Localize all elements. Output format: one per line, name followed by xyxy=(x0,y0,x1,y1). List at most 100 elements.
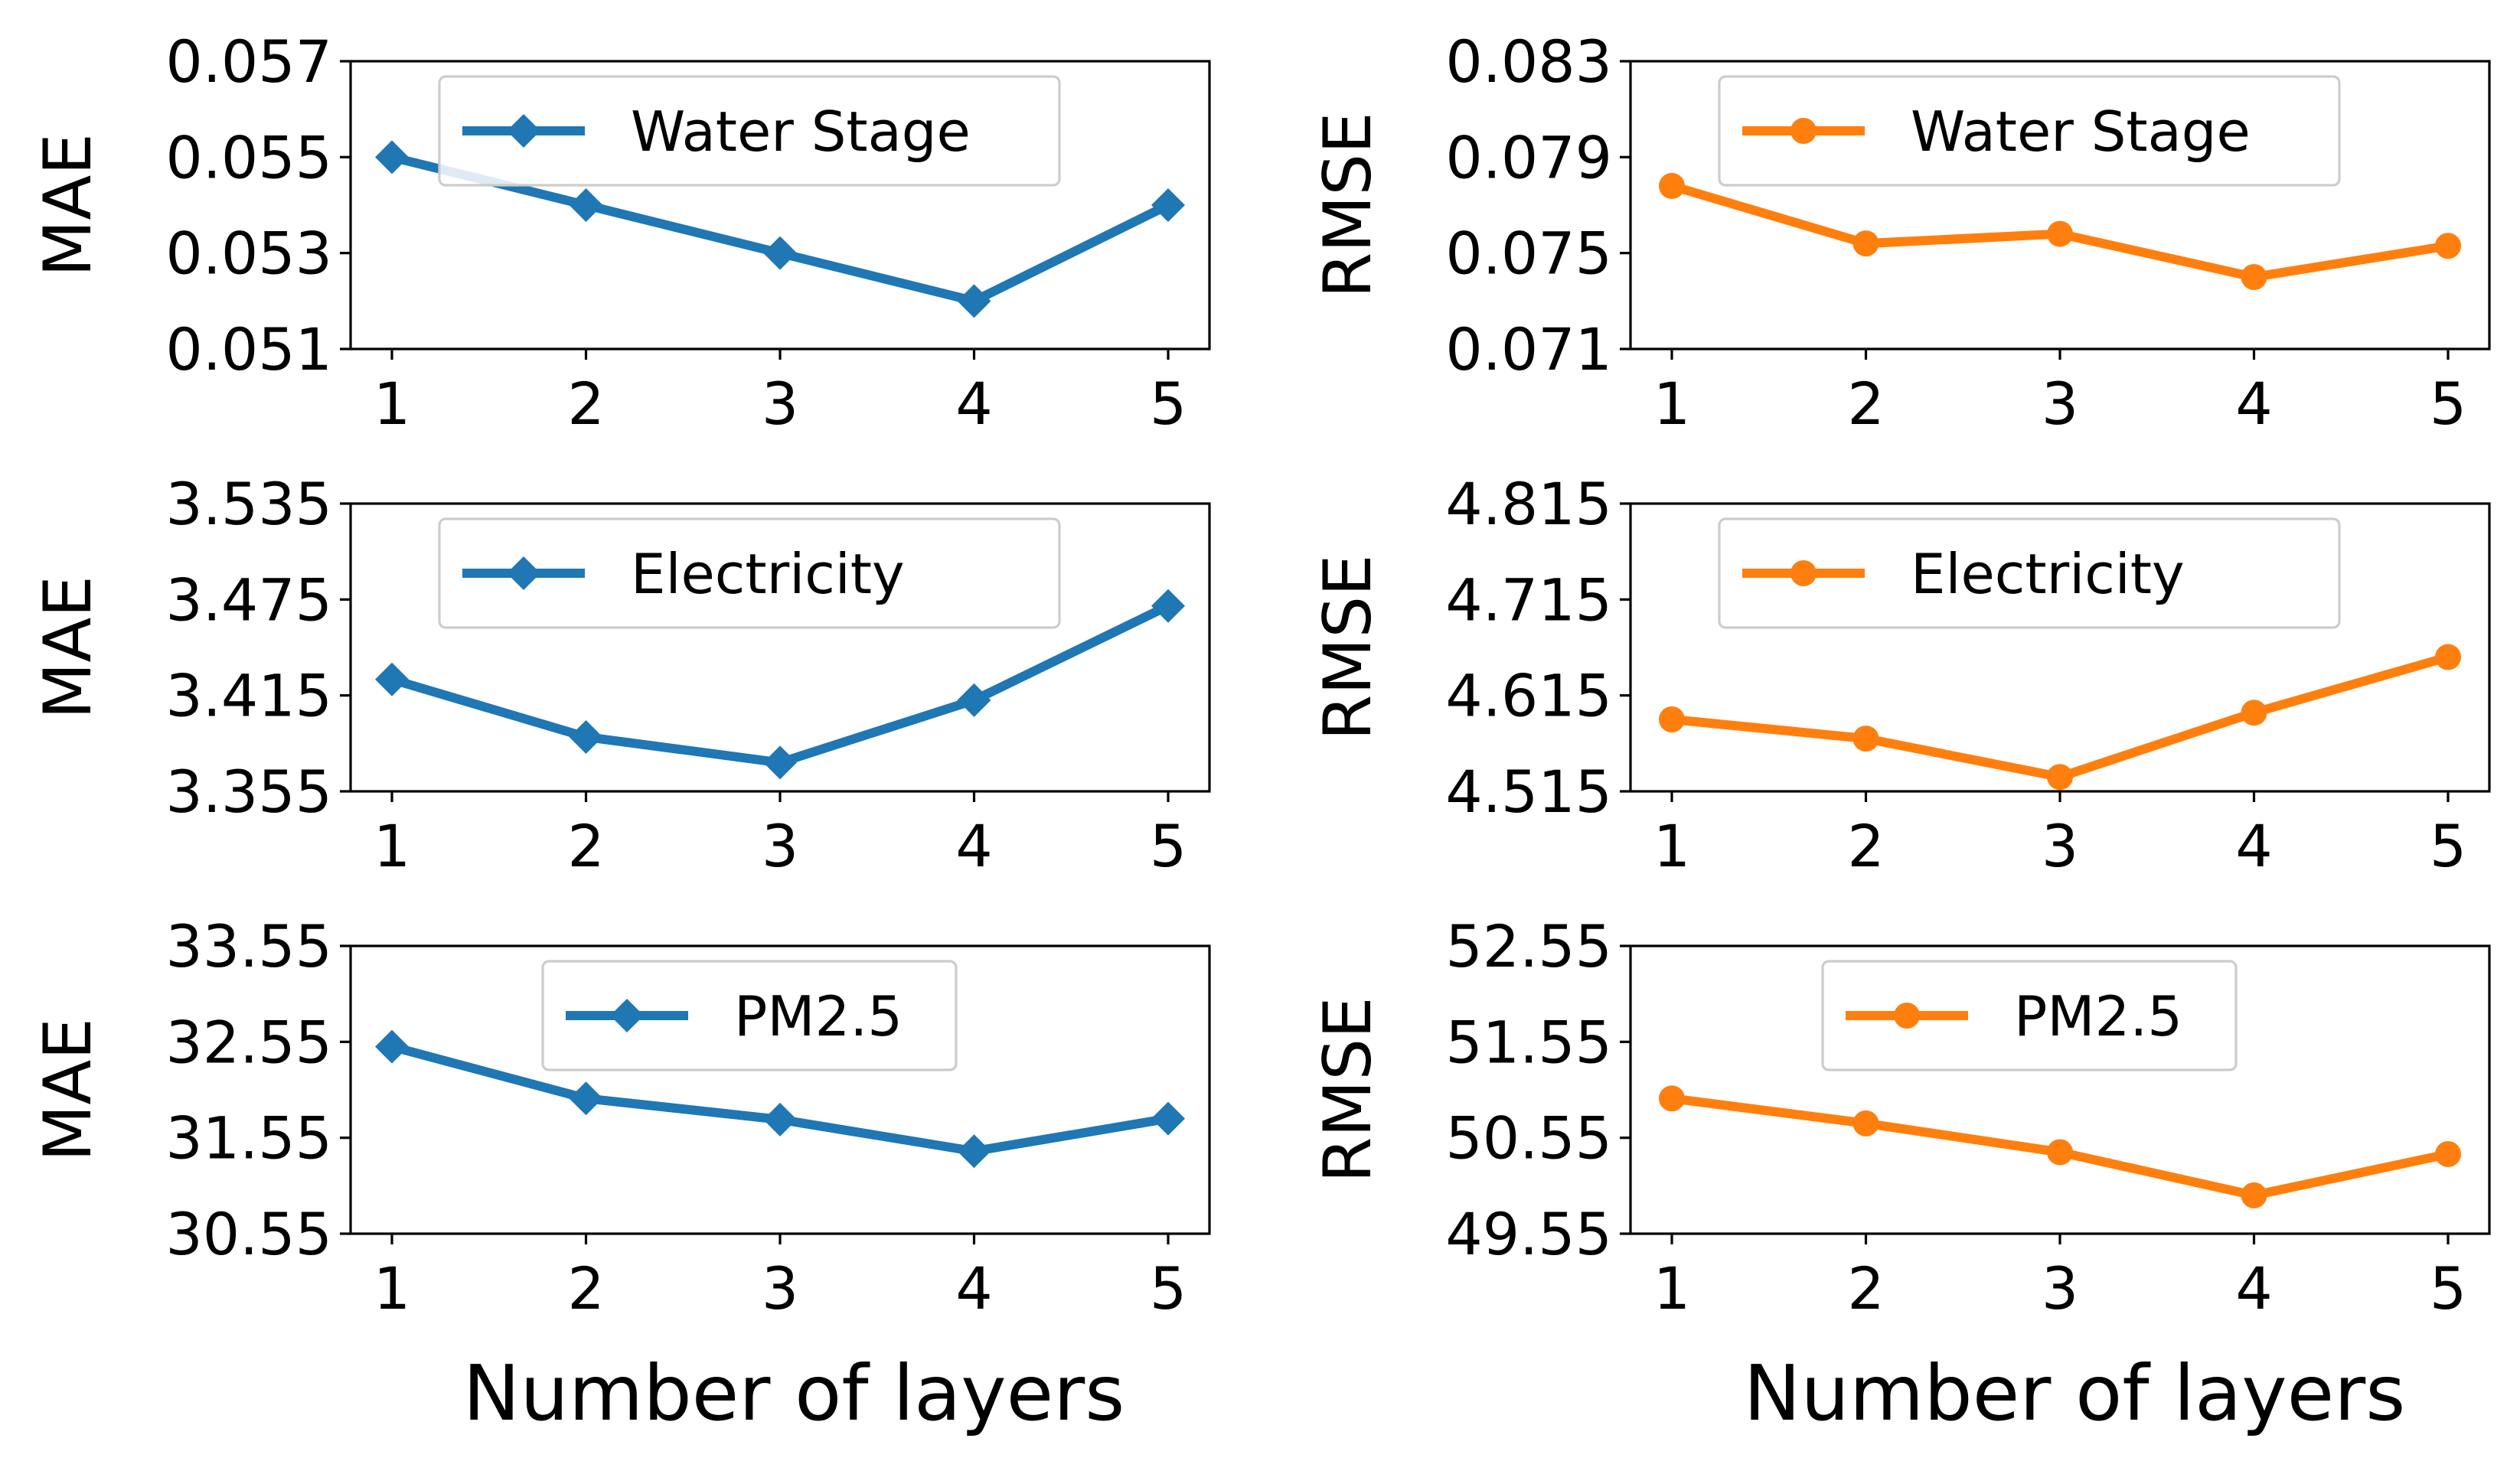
y-axis-label: MAE xyxy=(30,133,106,276)
x-tick-label: 1 xyxy=(1653,370,1690,438)
data-point xyxy=(569,1081,603,1116)
legend-label: Electricity xyxy=(631,542,905,606)
y-tick-label: 31.55 xyxy=(165,1104,332,1172)
x-tick-label: 4 xyxy=(955,812,992,880)
x-tick-label: 1 xyxy=(374,370,410,438)
x-tick-label: 3 xyxy=(762,1254,798,1322)
x-tick-label: 2 xyxy=(567,1254,604,1322)
legend: Water Stage xyxy=(1718,75,2341,187)
y-tick-label: 0.053 xyxy=(165,220,332,288)
data-point xyxy=(1852,726,1879,752)
series-line xyxy=(387,601,1173,768)
legend-marker xyxy=(1894,1003,1920,1029)
legend-label: Water Stage xyxy=(631,99,971,164)
legend-box xyxy=(1718,517,2341,629)
data-point xyxy=(763,745,797,780)
data-point xyxy=(1659,172,1685,199)
legend: Electricity xyxy=(438,517,1061,629)
y-tick-label: 32.55 xyxy=(165,1008,332,1076)
data-point xyxy=(957,1134,991,1169)
data-point xyxy=(1151,1101,1185,1136)
x-tick-label: 1 xyxy=(1653,1254,1690,1322)
y-axis-label: MAE xyxy=(30,576,106,719)
x-tick-label: 2 xyxy=(1847,812,1884,880)
y-tick-label: 0.057 xyxy=(165,28,332,96)
x-tick-label: 2 xyxy=(567,370,604,438)
chart-mae-electricity: 3.355 3.415 3.475 3.535 1 2 3 4 5 MAE Electricity xyxy=(30,470,1211,880)
x-axis-label-left: Number of layers xyxy=(463,1348,1125,1438)
chart-mae-pm2-5: 30.55 31.55 32.55 33.55 1 2 3 4 5 MAE PM2.5 xyxy=(30,912,1211,1322)
x-tick-label: 4 xyxy=(955,370,992,438)
data-point xyxy=(2241,264,2267,290)
chart-mae-water-stage: 0.051 0.053 0.055 0.057 1 2 3 4 5 MAE Water Stage xyxy=(30,28,1211,438)
data-point xyxy=(569,719,603,754)
y-tick-label: 4.715 xyxy=(1445,566,1612,634)
legend: PM2.5 xyxy=(1821,960,2238,1071)
y-tick-label: 0.071 xyxy=(1445,315,1612,383)
data-point xyxy=(957,683,991,717)
legend: Electricity xyxy=(1718,517,2341,629)
y-axis-label: RMSE xyxy=(1310,555,1386,741)
data-point xyxy=(1659,1085,1685,1112)
x-tick-label: 5 xyxy=(2430,812,2466,880)
data-point xyxy=(2435,233,2461,259)
legend: Water Stage xyxy=(438,75,1061,187)
legend-label: Electricity xyxy=(1911,542,2185,606)
data-point xyxy=(763,236,797,270)
legend-marker xyxy=(1790,118,1817,144)
x-tick-label: 1 xyxy=(374,812,410,880)
y-tick-label: 0.055 xyxy=(165,123,332,191)
legend-label: PM2.5 xyxy=(2014,984,2182,1048)
x-tick-label: 3 xyxy=(762,370,798,438)
data-point xyxy=(375,662,409,696)
data-point xyxy=(375,1029,409,1064)
data-point xyxy=(1659,706,1685,732)
data-point xyxy=(2241,1182,2267,1208)
x-tick-label: 4 xyxy=(2235,370,2272,438)
chart-rmse-pm2-5: 49.55 50.55 51.55 52.55 1 2 3 4 5 RMSE PM2.5 xyxy=(1310,912,2491,1322)
x-tick-label: 5 xyxy=(2430,1254,2466,1322)
data-point xyxy=(1852,1110,1879,1137)
x-tick-label: 3 xyxy=(2042,812,2078,880)
data-point xyxy=(569,188,603,222)
x-tick-label: 5 xyxy=(1150,812,1187,880)
x-tick-label: 2 xyxy=(1847,1254,1884,1322)
legend-box xyxy=(1821,960,2238,1071)
y-tick-label: 50.55 xyxy=(1445,1104,1612,1172)
legend-box xyxy=(541,960,958,1071)
y-tick-label: 52.55 xyxy=(1445,912,1612,980)
chart-rmse-electricity: 4.515 4.615 4.715 4.815 1 2 3 4 5 RMSE Electricity xyxy=(1310,470,2491,880)
y-axis-label: MAE xyxy=(30,1018,106,1161)
series-line xyxy=(1667,652,2453,782)
x-tick-label: 5 xyxy=(1150,1254,1187,1322)
x-tick-label: 3 xyxy=(2042,370,2078,438)
data-point xyxy=(957,284,991,318)
x-tick-label: 3 xyxy=(762,812,798,880)
y-tick-label: 30.55 xyxy=(165,1200,332,1268)
data-point xyxy=(2047,764,2073,791)
y-axis-label: RMSE xyxy=(1310,113,1386,298)
chart-rmse-water-stage: 0.071 0.075 0.079 0.083 1 2 3 4 5 RMSE Water Stage xyxy=(1310,28,2491,438)
data-point xyxy=(2435,1140,2461,1167)
legend-box xyxy=(438,75,1061,187)
y-tick-label: 51.55 xyxy=(1445,1008,1612,1076)
x-tick-label: 5 xyxy=(1150,370,1187,438)
data-point xyxy=(2435,644,2461,670)
legend: PM2.5 xyxy=(541,960,958,1071)
data-point xyxy=(2047,1139,2073,1166)
y-axis-label: RMSE xyxy=(1310,997,1386,1183)
y-tick-label: 0.083 xyxy=(1445,28,1612,96)
x-tick-label: 2 xyxy=(567,812,604,880)
y-tick-label: 3.415 xyxy=(165,662,332,730)
y-tick-label: 0.079 xyxy=(1445,123,1612,191)
x-tick-label: 4 xyxy=(2235,812,2272,880)
y-tick-label: 33.55 xyxy=(165,912,332,980)
legend-marker xyxy=(610,999,644,1032)
legend-box xyxy=(1718,75,2341,187)
y-tick-label: 4.515 xyxy=(1445,758,1612,826)
legend-marker xyxy=(507,556,540,590)
x-tick-label: 3 xyxy=(2042,1254,2078,1322)
legend-marker xyxy=(1790,560,1817,586)
data-point xyxy=(763,1102,797,1137)
